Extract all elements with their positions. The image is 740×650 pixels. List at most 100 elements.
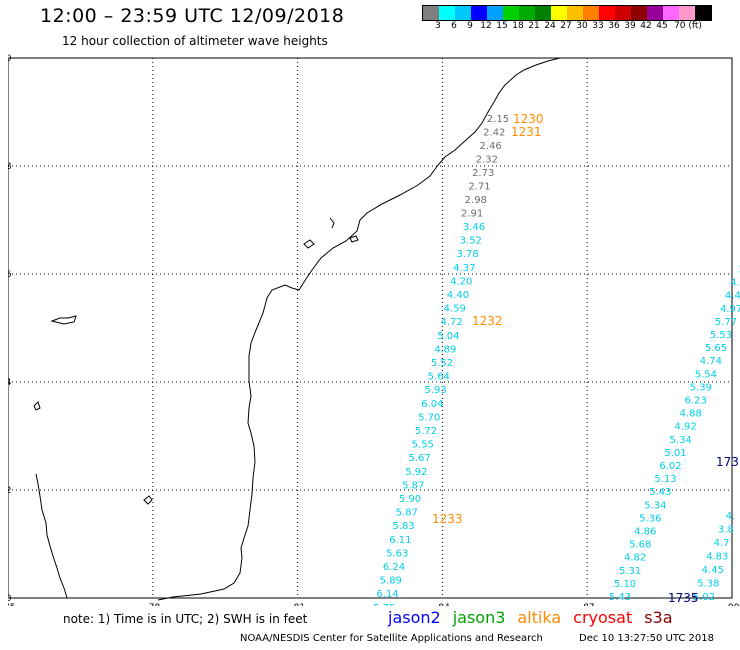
wave-height-value: 3.8 <box>718 525 734 536</box>
wave-height-value: 2.42 <box>483 128 505 139</box>
island-4 <box>329 217 335 229</box>
pass-time-label: 1230 <box>513 112 544 126</box>
colorbar-swatch <box>567 6 583 20</box>
legend-altika: altika <box>517 608 562 627</box>
island-1 <box>50 315 77 325</box>
colorbar-swatch <box>503 6 519 20</box>
colorbar-label: 42 <box>640 21 652 31</box>
wave-height-value: 4.7 <box>714 538 730 549</box>
wave-height-value: 5.89 <box>380 576 402 587</box>
wave-height-value: 2.32 <box>476 155 498 166</box>
wave-height-value: 6.02 <box>659 461 681 472</box>
wave-height-value: 5.64 <box>428 372 450 383</box>
wave-height-value: 4.97 <box>720 304 740 315</box>
wave-height-value: 5.04 <box>437 331 459 342</box>
wave-height-value: 5.68 <box>629 540 651 551</box>
colorbar-swatch <box>663 6 679 20</box>
wave-height-colorbar <box>422 5 712 21</box>
wave-height-value: 5.53 <box>710 330 732 341</box>
lat-tick-label: 20 <box>8 54 12 64</box>
colorbar-label: 45 <box>656 21 668 31</box>
colorbar-swatch <box>599 6 615 20</box>
colorbar-label: 3 <box>435 21 441 31</box>
lon-tick-label: 84 <box>438 603 450 606</box>
island-3 <box>349 235 359 243</box>
legend-cryosat: cryosat <box>573 608 633 627</box>
wave-height-value: 4.83 <box>706 552 728 563</box>
units-note: note: 1) Time is in UTC; 2) SWH is in fe… <box>63 612 308 626</box>
satellite-legend: jason2 jason3 altika cryosat s3a <box>388 608 685 627</box>
map-subtitle: 12 hour collection of altimeter wave hei… <box>62 34 328 48</box>
wave-height-value: 5.65 <box>705 343 727 354</box>
colorbar-label: 27 <box>560 21 572 31</box>
wave-height-value: 5.43 <box>609 592 631 603</box>
lon-tick-label: 81 <box>294 603 305 606</box>
colorbar-label: 18 <box>512 21 524 31</box>
lat-tick-label: 16 <box>8 270 12 280</box>
wave-height-value: 5.77 <box>715 317 737 328</box>
lon-tick-label: 87 <box>583 603 594 606</box>
wave-height-value: 5.43 <box>649 487 671 498</box>
lon-tick-label: 90 <box>728 603 740 606</box>
pass-time-label: 1232 <box>472 314 503 328</box>
colorbar-swatch <box>647 6 663 20</box>
wave-height-value: 5.93 <box>424 385 446 396</box>
wave-height-value: 4. <box>726 511 736 522</box>
wave-height-value: 5.90 <box>399 494 421 505</box>
island-5 <box>143 495 153 505</box>
colorbar-label: 70 (ft) <box>674 21 702 31</box>
lat-tick-label: 14 <box>8 378 12 388</box>
lon-tick-label: 78 <box>149 603 161 606</box>
colorbar-swatch <box>695 6 711 20</box>
colorbar-swatch <box>535 6 551 20</box>
wave-height-value: 4.86 <box>634 527 656 538</box>
wave-height-value: 3.46 <box>463 222 485 233</box>
lat-lon-grid <box>8 57 733 599</box>
wave-height-value: 4.37 <box>453 263 475 274</box>
island-6 <box>33 401 41 411</box>
wave-height-value: 5.54 <box>695 369 717 380</box>
pass-time-label: 173 <box>716 455 739 469</box>
wave-height-value: 6.14 <box>376 589 398 600</box>
colorbar-label: 30 <box>576 21 588 31</box>
lat-tick-label: 10 <box>8 594 12 604</box>
colorbar-swatch <box>423 6 439 20</box>
map-frame <box>8 57 733 599</box>
measurement-labels: 2.15 2.42 2.46 2.32 2.73 2.71 2.98 2.91 3.46 3.52… <box>373 112 740 606</box>
wave-height-value: 5.34 <box>644 500 666 511</box>
colorbar-swatch <box>519 6 535 20</box>
wave-height-value: 6.04 <box>421 399 443 410</box>
wave-height-value: 4.88 <box>680 409 702 420</box>
wave-height-value: 6.23 <box>685 396 707 407</box>
wave-height-value: 5.36 <box>639 513 661 524</box>
wave-height-value: 5.39 <box>690 382 712 393</box>
wave-height-value: 5.63 <box>386 548 408 559</box>
wave-height-value: 4.92 <box>675 422 697 433</box>
wave-height-value: 5.70 <box>418 412 440 423</box>
colorbar-label: 15 <box>496 21 508 31</box>
colorbar-swatch <box>631 6 647 20</box>
wave-height-value: 5.01 <box>664 448 686 459</box>
wave-height-value: 4.20 <box>450 276 472 287</box>
colorbar-swatch <box>471 6 487 20</box>
colorbar-swatch <box>615 6 631 20</box>
wave-height-value: 3.78 <box>456 249 478 260</box>
wave-height-value: 5.55 <box>412 440 434 451</box>
wave-height-value: 4.49 <box>725 291 740 302</box>
wave-height-value: 6.11 <box>389 535 411 546</box>
wave-height-value: 2.91 <box>461 209 483 220</box>
colorbar-label: 9 <box>467 21 473 31</box>
pass-time-label: 1231 <box>511 125 542 139</box>
wave-height-value: 5.10 <box>614 579 636 590</box>
lat-tick-label: 12 <box>8 486 11 496</box>
wave-height-map: 2.15 2.42 2.46 2.32 2.73 2.71 2.98 2.91 3.46 3.52… <box>8 54 740 606</box>
wave-height-value: 5.67 <box>408 453 430 464</box>
colorbar-swatch <box>583 6 599 20</box>
wave-height-value: 5.87 <box>396 508 418 519</box>
wave-height-value: 4.72 <box>440 317 462 328</box>
colorbar-label: 21 <box>528 21 540 31</box>
wave-height-value: 2.98 <box>465 195 487 206</box>
coastline-main <box>35 57 561 601</box>
wave-height-value: 5.38 <box>697 579 719 590</box>
credit-line: NOAA/NESDIS Center for Satellite Applica… <box>240 633 543 644</box>
